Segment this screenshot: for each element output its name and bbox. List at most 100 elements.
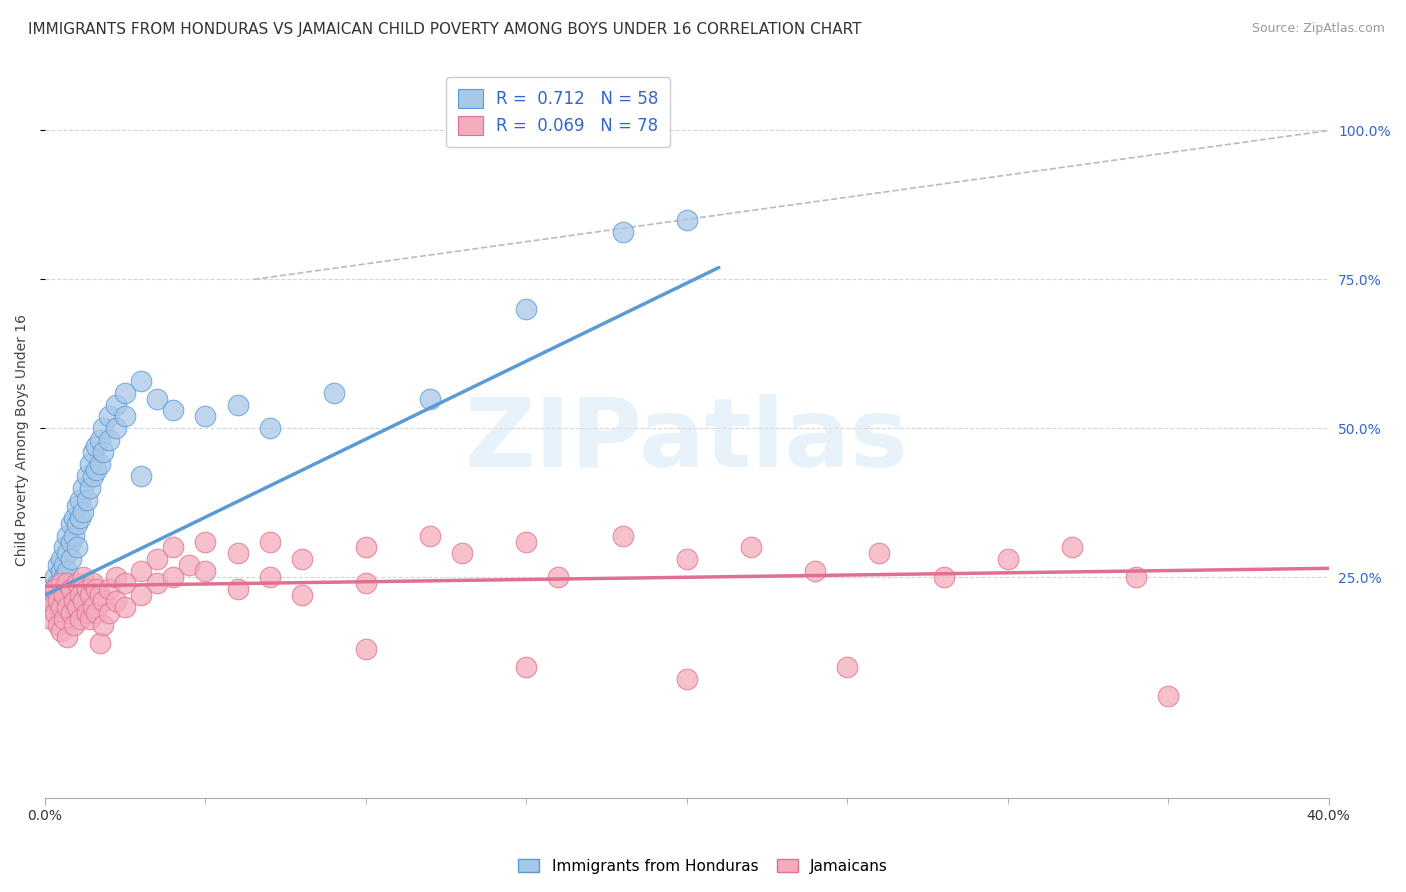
Point [104,397,127,411]
Point [72,481,94,495]
Point [79,588,101,602]
Point [91,445,114,459]
Point [53,612,76,626]
Point [69,588,91,602]
Point [72,594,94,608]
Point [72,570,94,584]
Point [86,582,108,597]
Point [79,457,101,471]
Point [53,541,76,555]
Point [82,600,104,615]
Point [104,570,127,584]
Point [1060,541,1083,555]
Point [129,564,152,578]
Legend: R =  0.712   N = 58, R =  0.069   N = 78: R = 0.712 N = 58, R = 0.069 N = 78 [447,77,671,147]
Point [291,588,314,602]
Point [86,606,108,620]
Point [146,552,169,566]
Point [56,630,79,644]
Point [44,606,66,620]
Point [56,528,79,542]
Point [451,546,474,560]
Point [675,552,697,566]
Point [41,582,63,597]
Point [114,409,136,424]
Point [162,570,184,584]
Point [49,564,72,578]
Point [79,481,101,495]
Point [515,302,537,317]
Point [89,588,111,602]
Point [259,421,281,435]
Point [63,528,86,542]
Point [354,641,377,656]
Point [515,659,537,673]
Point [104,421,127,435]
Point [46,594,69,608]
Point [66,541,89,555]
Point [354,541,377,555]
Point [41,612,63,626]
Point [322,385,344,400]
Point [129,374,152,388]
Point [129,588,152,602]
Point [98,606,121,620]
Point [91,618,114,632]
Point [59,552,82,566]
Point [86,463,108,477]
Point [82,469,104,483]
Point [66,499,89,513]
Point [63,510,86,524]
Point [114,600,136,615]
Point [98,582,121,597]
Point [114,385,136,400]
Point [53,588,76,602]
Point [129,469,152,483]
Point [354,576,377,591]
Point [837,659,859,673]
Point [104,594,127,608]
Point [259,534,281,549]
Point [997,552,1019,566]
Point [612,225,634,239]
Point [49,624,72,638]
Point [226,582,249,597]
Point [44,582,66,597]
Point [98,409,121,424]
Point [89,457,111,471]
Point [1125,570,1147,584]
Point [44,588,66,602]
Point [49,582,72,597]
Point [868,546,890,560]
Point [547,570,569,584]
Point [86,439,108,453]
Point [932,570,955,584]
Point [804,564,827,578]
Point [53,558,76,573]
Point [146,576,169,591]
Text: IMMIGRANTS FROM HONDURAS VS JAMAICAN CHILD POVERTY AMONG BOYS UNDER 16 CORRELATI: IMMIGRANTS FROM HONDURAS VS JAMAICAN CHI… [28,22,862,37]
Point [46,558,69,573]
Point [98,434,121,448]
Point [162,541,184,555]
Point [69,612,91,626]
Point [419,392,441,406]
Point [89,636,111,650]
Point [226,397,249,411]
Point [44,570,66,584]
Point [76,582,98,597]
Point [56,600,79,615]
Point [37,594,59,608]
Point [515,534,537,549]
Point [89,434,111,448]
Point [194,564,217,578]
Point [114,576,136,591]
Point [59,606,82,620]
Point [72,505,94,519]
Point [91,594,114,608]
Point [41,600,63,615]
Point [291,552,314,566]
Y-axis label: Child Poverty Among Boys Under 16: Child Poverty Among Boys Under 16 [15,314,30,566]
Point [69,492,91,507]
Point [53,570,76,584]
